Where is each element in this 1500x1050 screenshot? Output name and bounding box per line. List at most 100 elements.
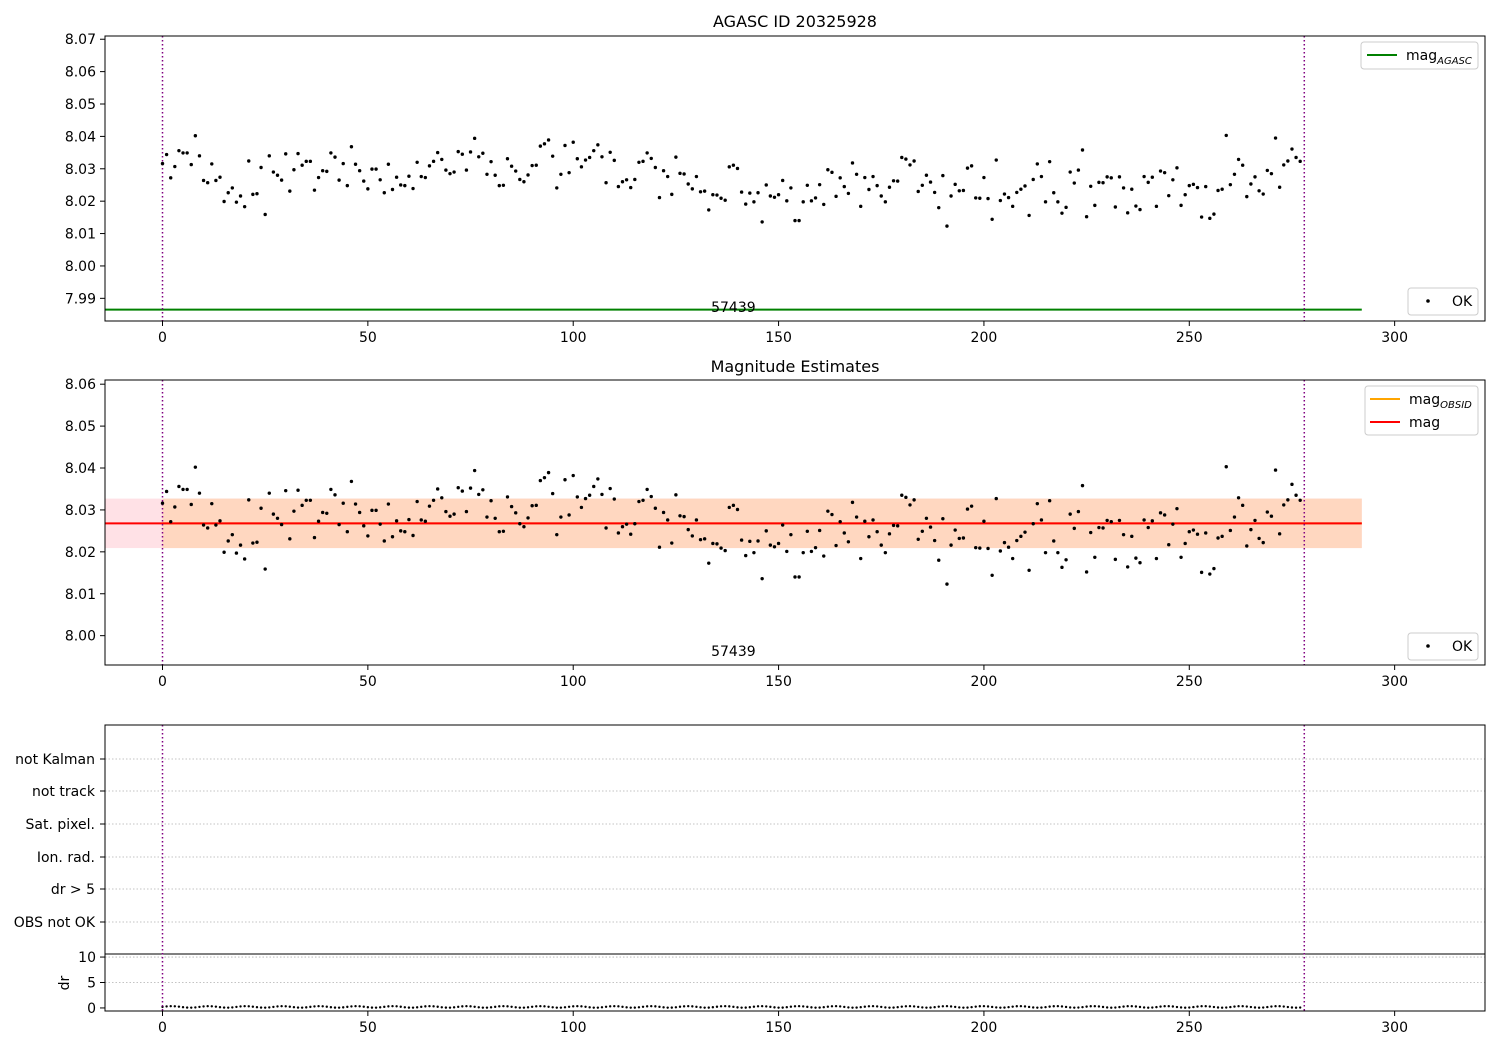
observation-point xyxy=(895,524,900,528)
x-tick-label: 250 xyxy=(1176,1020,1203,1036)
dr-point xyxy=(822,1006,825,1009)
observation-point xyxy=(961,536,966,540)
observation-point xyxy=(518,522,522,526)
dr-point xyxy=(337,1006,341,1009)
observation-point xyxy=(312,535,317,540)
observation-point xyxy=(1027,213,1031,218)
observation-point xyxy=(234,551,239,555)
dr-point xyxy=(1241,1005,1244,1008)
dr-point xyxy=(1171,1005,1175,1008)
observation-point xyxy=(711,192,715,197)
observation-point xyxy=(284,488,288,493)
observation-point xyxy=(546,138,551,142)
observation-point xyxy=(292,509,296,513)
observation-point xyxy=(296,151,300,156)
observation-point xyxy=(1191,528,1196,532)
observation-point xyxy=(735,166,740,171)
observation-point xyxy=(583,496,588,501)
observation-point xyxy=(670,192,674,197)
dr-point xyxy=(522,1006,526,1009)
svg-text:magAGASC: magAGASC xyxy=(1406,48,1472,67)
dr-point xyxy=(272,1005,275,1009)
observation-point xyxy=(817,528,822,533)
observation-point xyxy=(267,491,271,495)
dr-point xyxy=(1192,1005,1195,1009)
dr-point xyxy=(259,1006,263,1009)
x-tick-label: 150 xyxy=(765,1020,792,1036)
dr-point xyxy=(999,1006,1002,1009)
observation-point xyxy=(846,191,851,196)
x-tick-label: 150 xyxy=(765,330,792,346)
observation-point xyxy=(1056,550,1060,555)
observation-point xyxy=(501,529,506,534)
observation-point xyxy=(390,187,395,192)
dr-point xyxy=(1048,1005,1051,1008)
observation-point xyxy=(838,519,842,524)
agasc-panel-title: AGASC ID 20325928 xyxy=(713,12,877,31)
dr-point xyxy=(728,1005,731,1008)
dr-point xyxy=(1200,1005,1203,1008)
observation-point xyxy=(197,491,202,495)
observation-point xyxy=(1146,525,1150,530)
dr-point xyxy=(292,1006,296,1009)
observation-point xyxy=(932,190,937,195)
observation-point xyxy=(1064,558,1068,562)
observation-point xyxy=(1113,205,1118,209)
observation-point xyxy=(185,487,189,492)
observation-point xyxy=(969,164,974,168)
observation-point xyxy=(169,176,173,180)
observation-point xyxy=(735,507,740,512)
observation-point xyxy=(850,161,855,165)
observation-point xyxy=(1023,530,1027,534)
dr-point xyxy=(880,1005,883,1009)
observation-point xyxy=(1183,192,1187,197)
dr-point xyxy=(333,1006,337,1009)
dr-point xyxy=(789,1005,793,1008)
observation-point xyxy=(1052,539,1056,543)
dr-point xyxy=(1044,1005,1047,1009)
observation-point xyxy=(1154,556,1159,561)
observation-point xyxy=(990,573,994,578)
observation-point xyxy=(1105,518,1109,523)
dr-point xyxy=(654,1005,657,1008)
observation-point xyxy=(1089,184,1093,188)
x-tick-label: 300 xyxy=(1381,1020,1408,1036)
dr-point xyxy=(506,1005,509,1008)
observation-point xyxy=(341,161,345,166)
ok-legend-label: OK xyxy=(1452,639,1473,655)
observation-point xyxy=(316,175,321,180)
dr-point xyxy=(621,1005,624,1009)
dr-point xyxy=(892,1006,895,1009)
observation-point xyxy=(353,502,358,506)
dr-point xyxy=(912,1005,916,1008)
observation-point xyxy=(448,171,452,176)
magnitude-obsid-label: 57439 xyxy=(711,644,756,660)
observation-point xyxy=(238,194,243,198)
observation-point xyxy=(739,190,744,194)
observation-point xyxy=(1183,541,1187,546)
observation-point xyxy=(366,187,370,191)
observation-point xyxy=(789,186,793,190)
observation-point xyxy=(978,546,982,550)
observation-point xyxy=(768,194,773,198)
dr-point xyxy=(518,1006,522,1009)
y-tick-label: 7.99 xyxy=(65,291,96,307)
observation-point xyxy=(300,503,304,508)
dr-point xyxy=(1105,1006,1109,1009)
observation-point xyxy=(1113,557,1118,562)
dr-point xyxy=(703,1006,706,1009)
observation-point xyxy=(834,543,838,548)
observation-point xyxy=(1269,171,1274,176)
observation-point xyxy=(1216,188,1220,193)
observation-point xyxy=(173,164,177,169)
observation-point xyxy=(1043,200,1048,204)
observation-point xyxy=(624,178,629,182)
observation-point xyxy=(1167,193,1171,198)
observation-point xyxy=(698,537,703,542)
observation-point xyxy=(920,529,925,534)
observation-point xyxy=(801,200,805,204)
observation-point xyxy=(325,169,329,174)
observation-point xyxy=(349,145,354,149)
observation-point xyxy=(1130,534,1134,539)
